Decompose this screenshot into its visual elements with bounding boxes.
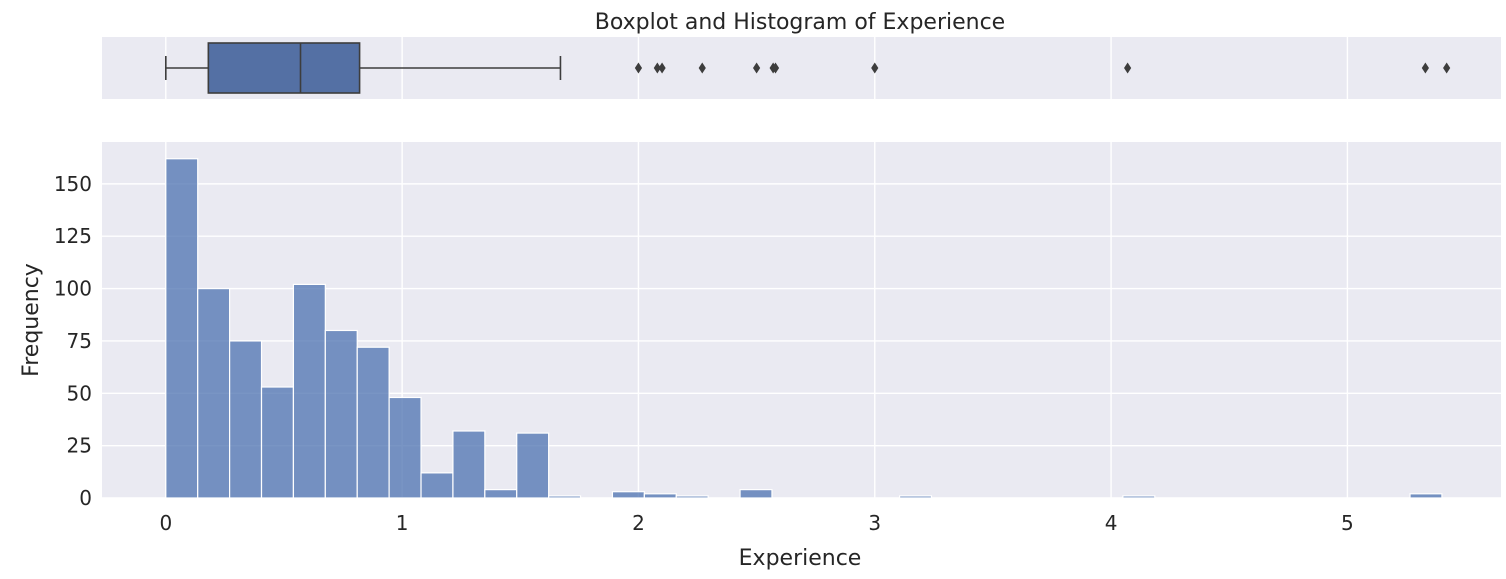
- outlier-point: [634, 62, 643, 74]
- histogram-panel: 0 1 2 3 4 5 0 25 50 75 100 125 150: [54, 142, 1501, 535]
- histogram-bar: [1122, 495, 1156, 499]
- histogram-bar: [229, 340, 263, 499]
- x-tick-label: 0: [159, 511, 172, 535]
- histogram-bar: [452, 430, 486, 499]
- histogram-bar: [1409, 493, 1443, 499]
- histogram-bar: [165, 158, 199, 499]
- histogram-bar: [739, 489, 773, 499]
- histogram-bar: [675, 495, 709, 499]
- y-tick-label: 125: [54, 224, 92, 248]
- x-axis-label: Experience: [739, 546, 862, 571]
- y-axis-label: Frequency: [19, 263, 44, 377]
- histogram-bar: [260, 386, 295, 499]
- histogram-bar: [548, 495, 582, 499]
- histogram-bar: [611, 491, 645, 499]
- outlier-point: [698, 62, 706, 74]
- histogram-bar: [484, 489, 518, 499]
- x-tick-label: 2: [632, 511, 645, 535]
- outlier-point: [752, 62, 761, 74]
- boxplot-panel: [102, 37, 1501, 99]
- x-tick-label: 5: [1341, 511, 1354, 535]
- x-tick-label: 4: [1105, 511, 1118, 535]
- y-tick-label: 75: [67, 329, 92, 353]
- histogram-gridlines: [102, 142, 1501, 499]
- histogram-bar: [898, 495, 933, 499]
- histogram-bar: [356, 346, 390, 499]
- histogram-bar: [197, 287, 231, 499]
- chart-title: Boxplot and Histogram of Experience: [595, 10, 1005, 35]
- histogram-bar: [292, 283, 326, 499]
- y-tick-label: 100: [54, 277, 92, 301]
- outlier-point: [658, 62, 666, 74]
- outlier-point: [1421, 62, 1429, 74]
- x-tick-label: 1: [396, 511, 409, 535]
- histogram-bar: [420, 472, 454, 499]
- boxplot-marks: [165, 42, 1451, 94]
- histogram-y-tick-labels: 0 25 50 75 100 125 150: [54, 172, 92, 510]
- y-tick-label: 25: [67, 434, 92, 458]
- histogram-bar: [516, 432, 550, 499]
- interquartile-box: [207, 42, 361, 94]
- histogram-x-tick-labels: 0 1 2 3 4 5: [159, 511, 1353, 535]
- x-tick-label: 3: [868, 511, 881, 535]
- outlier-point: [653, 62, 661, 74]
- y-tick-label: 50: [67, 381, 92, 405]
- outlier-point: [771, 62, 780, 74]
- outlier-point: [871, 62, 879, 74]
- histogram-bar: [388, 396, 422, 499]
- outlier-point: [1443, 62, 1451, 74]
- histogram-bar: [324, 329, 358, 499]
- histogram-bars: [165, 158, 1443, 499]
- outlier-point: [1124, 62, 1132, 74]
- y-tick-label: 150: [54, 172, 92, 196]
- y-tick-label: 0: [79, 486, 92, 510]
- histogram-bar: [643, 493, 677, 499]
